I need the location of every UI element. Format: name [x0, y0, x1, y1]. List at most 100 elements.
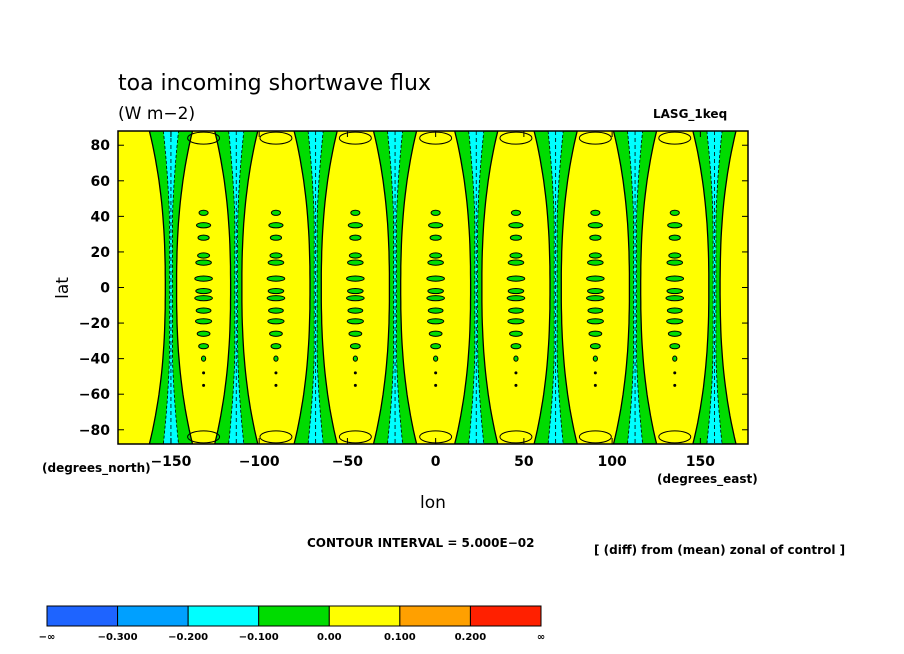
polar-contour: [499, 430, 533, 444]
contour-blob: [426, 295, 445, 302]
contour-blob: [348, 330, 363, 337]
y-tick-label: 20: [91, 245, 111, 261]
contour-dot: [514, 371, 518, 375]
contour-blob: [428, 330, 443, 337]
polar-contour: [578, 430, 612, 444]
polar-contour: [578, 131, 612, 145]
contour-blob: [430, 209, 441, 216]
contour-blob: [427, 318, 445, 325]
y-tick-label: −20: [79, 316, 110, 332]
contour-blob: [587, 259, 604, 266]
contour-blob: [507, 287, 525, 295]
contour-dot: [514, 383, 518, 387]
contour-blob: [509, 330, 523, 337]
plot-description: [ (diff) from (mean) zonal of control ]: [594, 543, 845, 557]
colorbar-label: −0.200: [168, 632, 208, 643]
x-tick-label: 150: [686, 454, 715, 470]
contour-blob: [669, 209, 680, 216]
y-tick-label: 0: [100, 281, 110, 297]
contour-blob: [270, 343, 282, 350]
colorbar-segment-6: [469, 605, 542, 627]
colorbar-segment-5: [399, 605, 471, 627]
polar-contour: [259, 131, 293, 145]
contour-blob: [508, 222, 524, 229]
polar-contour: [338, 430, 372, 444]
contour-dot: [202, 371, 206, 375]
contour-blob: [269, 234, 283, 241]
polar-contour: [259, 430, 293, 444]
contour-blob: [427, 307, 444, 314]
contour-blob: [349, 343, 361, 350]
contour-dot: [274, 383, 278, 387]
contour-blob: [347, 259, 364, 266]
contour-blob: [346, 275, 365, 282]
colorbar-label: ∞: [537, 632, 545, 643]
contour-blob: [513, 355, 519, 362]
contour-blob: [347, 222, 363, 229]
polar-contour: [187, 131, 221, 145]
contour-dot: [593, 371, 597, 375]
colorbar-segment-0: [46, 605, 119, 627]
contour-blob: [666, 259, 684, 266]
x-tick-label: −100: [239, 454, 280, 470]
contour-blob: [195, 307, 212, 314]
contour-blob: [427, 259, 444, 266]
colorbar: −∞ −0.300 −0.200 −0.100 0.00 0.100 0.200 ∞: [39, 605, 545, 643]
contour-blob: [427, 287, 444, 295]
polar-contour: [338, 131, 372, 145]
contour-blob: [195, 222, 212, 229]
contour-blob: [506, 275, 526, 282]
contour-blob: [267, 287, 285, 295]
colorbar-label: 0.00: [317, 632, 342, 643]
contour-blob: [586, 318, 604, 325]
model-label: LASG_1keq: [653, 107, 727, 122]
contour-blob: [269, 330, 283, 337]
x-tick-label: 50: [514, 454, 534, 470]
field-background: [118, 131, 748, 444]
contour-blob: [586, 275, 605, 282]
x-axis-label: lon: [420, 493, 446, 513]
contour-blob: [510, 209, 522, 216]
contour-blob: [197, 252, 211, 259]
contour-blob: [509, 252, 523, 259]
y-tick-label: 60: [91, 174, 111, 190]
contour-dot: [434, 383, 438, 387]
contour-blob: [667, 222, 683, 229]
colorbar-segment-1: [117, 605, 189, 627]
y-tick-label: −80: [79, 423, 110, 439]
contour-blob: [428, 222, 444, 229]
contour-blob: [590, 209, 601, 216]
contour-blob: [666, 287, 684, 295]
contour-blob: [194, 318, 213, 325]
polar-contour: [658, 131, 692, 145]
contour-blob: [429, 234, 442, 241]
colorbar-label: −0.300: [98, 632, 138, 643]
contour-blob: [509, 234, 523, 241]
contour-dot: [593, 383, 597, 387]
contour-blob: [506, 295, 526, 302]
contour-blob: [429, 252, 443, 259]
contour-blob: [350, 209, 361, 216]
x-tick-label: 0: [431, 454, 441, 470]
contour-blob: [669, 343, 681, 350]
y-tick-label: −60: [79, 387, 110, 403]
contour-blob: [587, 307, 604, 314]
contour-blob: [195, 287, 212, 295]
contour-blob: [266, 295, 286, 302]
plot-area: [118, 131, 748, 444]
contour-blob: [346, 318, 364, 325]
contour-blob: [347, 307, 364, 314]
contour-dot: [673, 383, 677, 387]
contour-blob: [587, 287, 604, 295]
colorbar-label: −∞: [39, 632, 56, 643]
contour-blob: [592, 355, 598, 362]
y-tick-label: 40: [91, 209, 111, 225]
contour-blob: [348, 252, 362, 259]
y-axis: 80 60 40 20 0 −20 −40 −60 −80: [79, 138, 748, 439]
polar-contour: [499, 131, 533, 145]
contour-blob: [507, 259, 525, 266]
polar-contour: [187, 430, 221, 444]
contour-blob: [589, 343, 601, 350]
colorbar-segment-4: [328, 605, 401, 627]
